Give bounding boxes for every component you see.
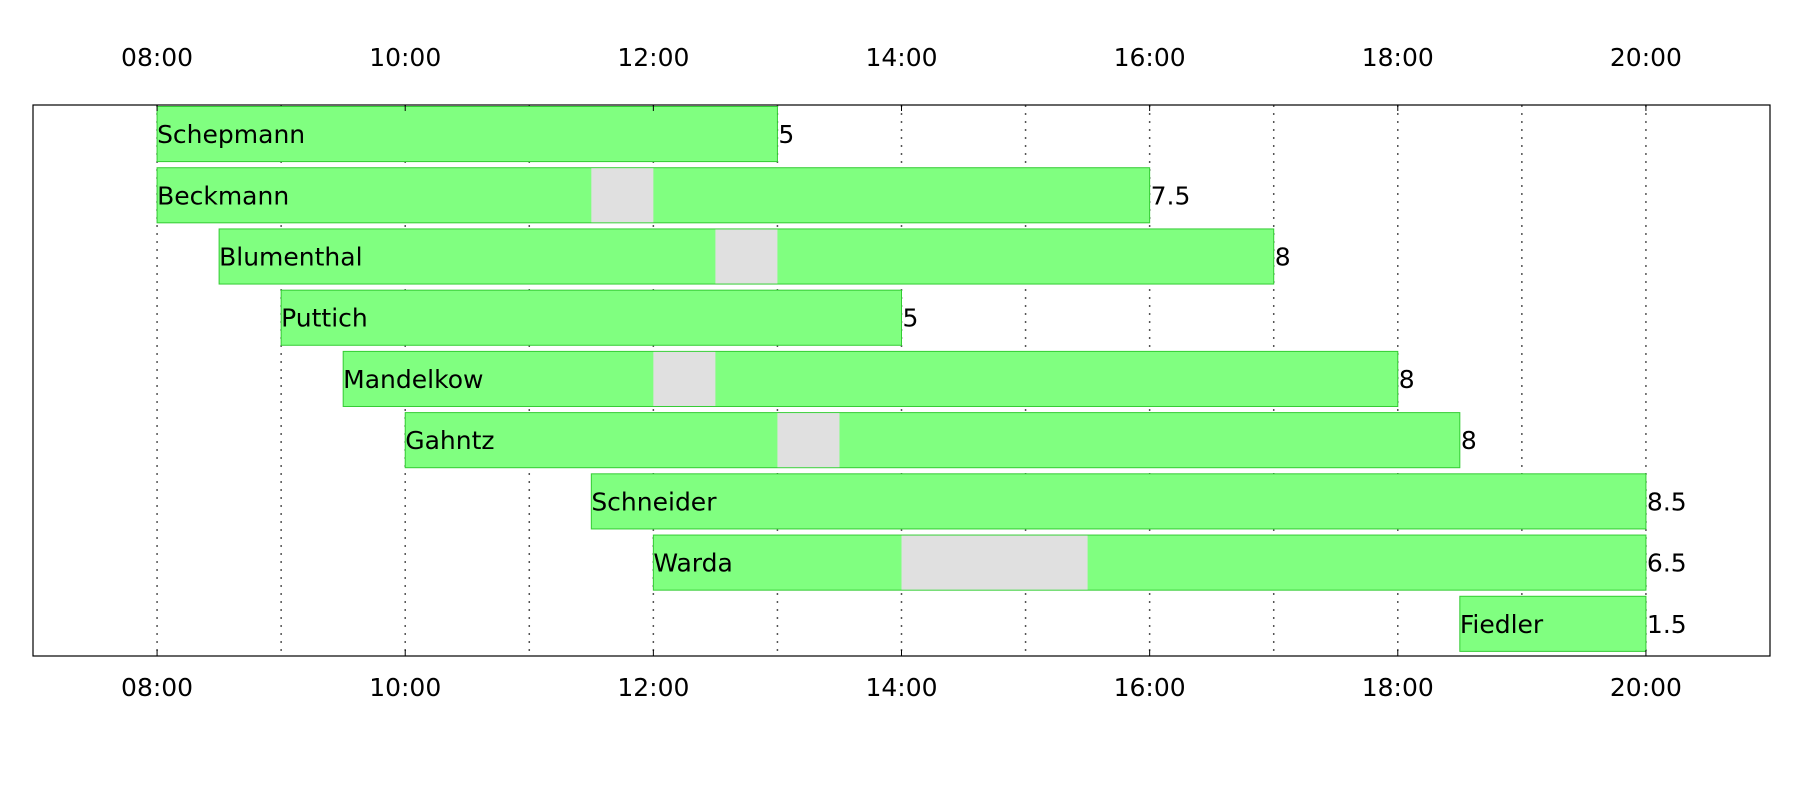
employee-label: Beckmann [157,181,289,210]
break-bar [715,229,778,284]
shift-row: Beckmann 7.5 [156,167,1191,224]
shift-bars: Schepmann 5 Beckmann 7.5 Blumenthal 8 Puttich 5… [156,106,1687,652]
break-bar [591,168,654,223]
x-tick-label-bottom: 08:00 [121,673,193,702]
work-bar [652,534,1647,591]
employee-label: Schepmann [157,120,305,149]
hours-label: 8 [1399,365,1415,394]
work-bar [590,473,1647,530]
work-bar [404,412,1461,469]
work-bar [280,289,902,346]
hours-label: 5 [778,120,794,149]
work-bar [1459,595,1647,652]
shift-row: Schepmann 5 [156,106,794,163]
hours-label: 8 [1461,426,1477,455]
break-bar [653,351,716,406]
break-bar [901,535,1088,590]
employee-label: Blumenthal [219,242,362,271]
employee-label: Schneider [591,487,717,516]
x-tick-label-top: 08:00 [121,43,193,72]
shift-row: Gahntz 8 [404,412,1477,469]
x-tick-label-bottom: 12:00 [617,673,689,702]
x-tick-label-top: 18:00 [1362,43,1434,72]
x-tick-label-bottom: 14:00 [865,673,937,702]
break-bar [777,413,840,468]
shift-row: Fiedler 1.5 [1459,595,1687,652]
x-tick-label-top: 14:00 [865,43,937,72]
x-tick-label-top: 12:00 [617,43,689,72]
x-tick-label-bottom: 18:00 [1362,673,1434,702]
hours-label: 1.5 [1647,610,1687,639]
hours-label: 6.5 [1647,549,1687,578]
employee-label: Warda [653,549,732,578]
work-bar [156,106,778,163]
hours-label: 8 [1275,242,1291,271]
employee-label: Puttich [281,304,368,333]
hours-label: 5 [903,304,919,333]
x-tick-label-top: 16:00 [1114,43,1186,72]
employee-label: Gahntz [405,426,494,455]
x-tick-label-top: 10:00 [369,43,441,72]
employee-label: Fiedler [1460,610,1544,639]
x-tick-label-top: 20:00 [1610,43,1682,72]
x-tick-label-bottom: 20:00 [1610,673,1682,702]
hours-label: 8.5 [1647,487,1687,516]
shift-row: Mandelkow 8 [342,350,1415,407]
x-tick-label-bottom: 16:00 [1114,673,1186,702]
shift-row: Puttich 5 [280,289,919,346]
shift-row: Warda 6.5 [652,534,1687,591]
employee-label: Mandelkow [343,365,483,394]
x-tick-label-bottom: 10:00 [369,673,441,702]
hours-label: 7.5 [1151,181,1191,210]
shift-row: Blumenthal 8 [218,228,1291,285]
work-bar [342,350,1399,407]
axis-ticks: 08:00 08:00 10:00 10:00 12:00 12:00 14:00 14:00… [121,43,1682,702]
shift-row: Schneider 8.5 [590,473,1687,530]
